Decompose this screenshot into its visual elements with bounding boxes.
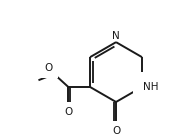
Text: O: O [44,63,53,73]
Text: O: O [112,126,120,136]
Text: O: O [64,107,73,117]
Text: N: N [112,31,120,41]
Text: NH: NH [143,82,159,92]
